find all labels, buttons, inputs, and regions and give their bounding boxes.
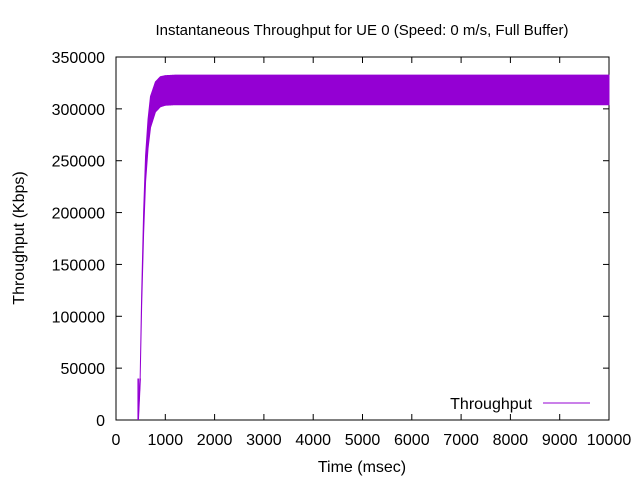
y-axis: 0 50000 100000 150000 200000 250000 300000 3500… [52,50,609,430]
y-tick-label: 200000 [52,206,105,223]
legend: Throughput [450,396,590,413]
y-axis-label: Throughput (Kbps) [11,171,28,304]
plot-area [115,56,610,421]
x-tick-label: 4000 [295,432,331,449]
x-axis: 0 1000 2000 3000 4000 5000 6000 7000 8000 9000 100… [112,57,632,449]
x-tick-label: 9000 [542,432,578,449]
x-tick-label: 1000 [148,432,184,449]
x-tick-label: 7000 [443,432,479,449]
legend-entry-throughput-label: Throughput [450,396,532,413]
x-tick-label: 10000 [587,432,632,449]
x-tick-label: 3000 [246,432,282,449]
x-tick-label: 5000 [345,432,381,449]
chart-title: Instantaneous Throughput for UE 0 (Speed… [155,22,568,39]
y-tick-label: 300000 [52,102,105,119]
y-tick-label: 350000 [52,50,105,67]
series-throughput-rise-2 [137,378,141,421]
series-layer [137,74,610,421]
y-tick-label: 0 [96,413,105,430]
x-tick-label: 6000 [394,432,430,449]
y-tick-label: 150000 [52,257,105,274]
x-tick-label: 2000 [197,432,233,449]
plot-border [115,56,610,421]
x-tick-label: 0 [112,432,121,449]
series-throughput-band [137,74,610,421]
y-tick-label: 100000 [52,309,105,326]
x-axis-label: Time (msec) [318,459,406,476]
x-tick-label: 8000 [493,432,529,449]
y-tick-label: 50000 [61,361,106,378]
y-tick-label: 250000 [52,154,105,171]
